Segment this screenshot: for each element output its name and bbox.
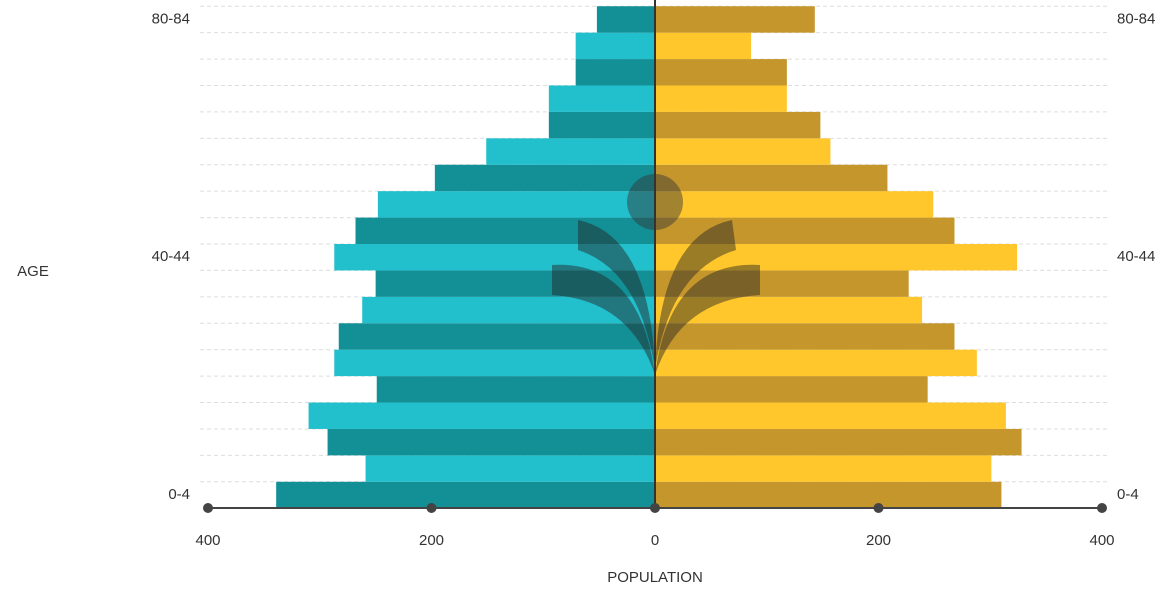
- bar: [308, 402, 655, 429]
- bar: [655, 244, 1018, 271]
- bar: [655, 428, 1022, 456]
- x-tick-mark: [650, 503, 660, 513]
- bar: [434, 164, 655, 192]
- bar: [655, 376, 928, 403]
- x-tick-label: 0: [651, 532, 659, 549]
- x-tick-label: 400: [195, 532, 220, 549]
- x-tick-label: 200: [866, 532, 891, 549]
- bar: [548, 111, 655, 139]
- x-tick-mark: [873, 503, 884, 513]
- bar: [655, 217, 955, 245]
- y-tick-label: 0-4: [168, 486, 190, 503]
- bar: [377, 191, 655, 218]
- y-tick-label: 80-84: [1117, 10, 1155, 27]
- x-tick-mark: [203, 503, 213, 513]
- bar: [276, 481, 655, 509]
- bar: [575, 59, 655, 86]
- bar: [655, 296, 923, 324]
- y-tick-label: 40-44: [152, 248, 190, 265]
- bar: [655, 270, 909, 297]
- bar: [365, 455, 655, 482]
- bar: [486, 138, 655, 165]
- x-axis-label: POPULATION: [607, 569, 703, 586]
- x-tick-label: 200: [419, 532, 444, 549]
- bar: [334, 244, 655, 271]
- bar: [655, 323, 955, 350]
- y-tick-label: 80-84: [152, 10, 190, 27]
- x-tick-mark: [426, 503, 437, 513]
- bar: [575, 32, 655, 60]
- bars: [276, 6, 1022, 509]
- bar: [655, 111, 821, 139]
- bar: [655, 138, 831, 165]
- bar: [548, 85, 655, 112]
- y-axis-label: AGE: [17, 263, 49, 280]
- bar: [596, 6, 655, 33]
- bar: [338, 323, 655, 350]
- y-tick-label: 0-4: [1117, 486, 1139, 503]
- y-tick-label: 40-44: [1117, 248, 1155, 265]
- bar: [327, 428, 655, 456]
- bar: [655, 164, 888, 192]
- bar: [655, 191, 934, 218]
- bar: [655, 481, 1002, 509]
- bar: [655, 402, 1006, 429]
- bar: [375, 270, 655, 297]
- bar: [334, 349, 655, 377]
- x-tick-mark: [1097, 503, 1107, 513]
- bar: [362, 296, 655, 324]
- bar: [655, 455, 992, 482]
- bar: [655, 6, 815, 33]
- bar: [655, 349, 977, 377]
- x-tick-label: 400: [1089, 532, 1114, 549]
- bar: [655, 59, 787, 86]
- bar: [376, 376, 655, 403]
- bar: [355, 217, 655, 245]
- bar: [655, 32, 752, 60]
- bar: [655, 85, 787, 112]
